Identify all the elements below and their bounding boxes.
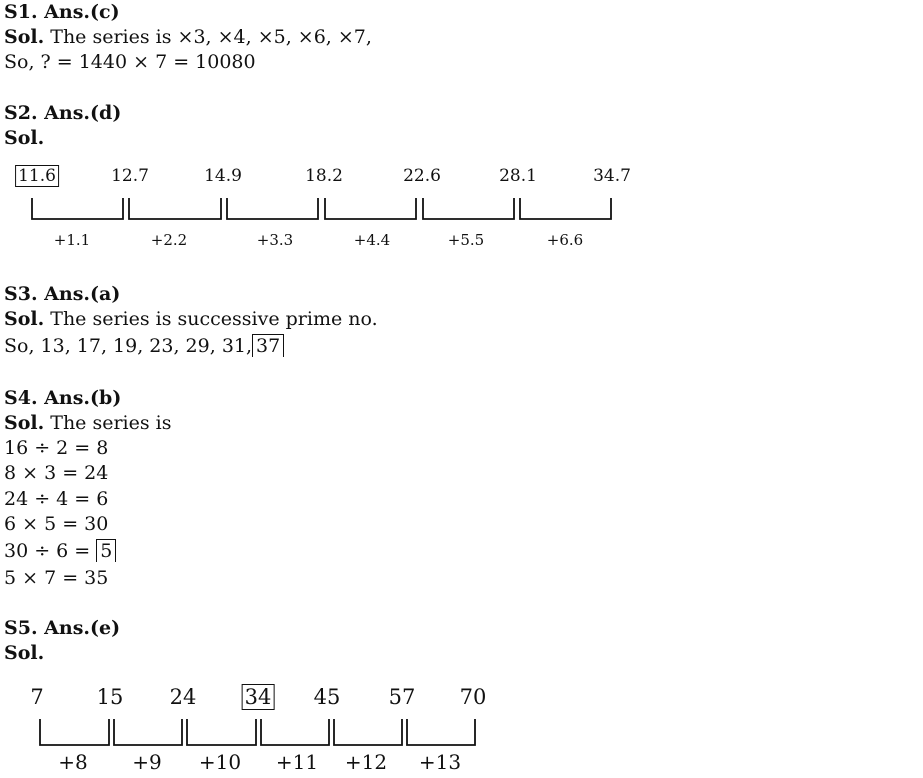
s2-sol-label: Sol. [4, 127, 45, 149]
s2-number: 18.2 [305, 166, 343, 186]
s5-bracket [186, 719, 257, 746]
s2-bracket [324, 198, 417, 220]
s1-sol-label: Sol. [4, 26, 45, 48]
s4-step: 8 × 3 = 24 [4, 462, 109, 484]
s2-bracket [422, 198, 515, 220]
s5-bracket [333, 719, 403, 746]
s4-line5-prefix: 30 ÷ 6 = [4, 540, 91, 562]
s5-number-box: 34 [241, 684, 275, 710]
s1-line2: So, ? = 1440 × 7 = 10080 [4, 51, 256, 73]
s5-difference: +12 [344, 750, 388, 774]
s5-bracket [113, 719, 183, 746]
s2-bracket [226, 198, 319, 220]
s2-difference: +6.6 [546, 231, 584, 249]
s5-number: 7 [30, 685, 44, 709]
s3-answer-box: 37 [252, 334, 285, 357]
s5-difference: +13 [418, 750, 462, 774]
s5-number: 57 [388, 685, 416, 709]
s5-difference: +8 [58, 750, 88, 774]
s2-difference: +2.2 [150, 231, 188, 249]
s5-bracket [406, 719, 476, 746]
s2-bracket [519, 198, 612, 220]
s2-number: 14.9 [204, 166, 242, 186]
s5-number: 15 [96, 685, 124, 709]
s5-sol-label: Sol. [4, 642, 45, 664]
s2-number: 11.6 [15, 165, 59, 187]
s5-heading: S5. Ans.(e) [4, 617, 121, 639]
s2-number: 28.1 [499, 166, 537, 186]
s2-heading: S2. Ans.(d) [4, 102, 122, 124]
s1-sol-text: The series is ×3, ×4, ×5, ×6, ×7, [44, 26, 372, 48]
s1-solution: Sol. The series is ×3, ×4, ×5, ×6, ×7, [4, 25, 372, 49]
s5-number: 34 [241, 684, 275, 710]
s2-number-box: 11.6 [15, 165, 59, 187]
s2-number: 22.6 [403, 166, 441, 186]
s3-line2-prefix: So, 13, 17, 19, 23, 29, 31, [4, 335, 253, 357]
s3-solution: Sol. The series is successive prime no. [4, 307, 378, 331]
s5-bracket [260, 719, 330, 746]
s4-step: 24 ÷ 4 = 6 [4, 488, 109, 510]
s2-difference: +3.3 [256, 231, 294, 249]
s5-number: 24 [169, 685, 197, 709]
s3-sol-text: The series is successive prime no. [44, 308, 378, 330]
s3-heading: S3. Ans.(a) [4, 283, 121, 305]
s4-step: 5 × 7 = 35 [4, 567, 109, 589]
s2-difference: +4.4 [353, 231, 391, 249]
s5-difference: +10 [198, 750, 242, 774]
s4-step: 16 ÷ 2 = 8 [4, 437, 109, 459]
s5-difference: +9 [132, 750, 162, 774]
s5-bracket [39, 719, 110, 746]
s2-bracket [31, 198, 124, 220]
s4-solution: Sol. The series is [4, 411, 171, 435]
s4-sol-text: The series is [44, 412, 172, 434]
s5-difference: +11 [275, 750, 319, 774]
s2-difference: +5.5 [447, 231, 485, 249]
s3-line2: So, 13, 17, 19, 23, 29, 31, 37 [4, 334, 285, 358]
s3-sol-label: Sol. [4, 308, 45, 330]
s1-heading: S1. Ans.(c) [4, 1, 120, 23]
s4-answer-box: 5 [96, 539, 117, 562]
s5-number: 70 [459, 685, 487, 709]
s2-number: 34.7 [593, 166, 631, 186]
s2-number: 12.7 [111, 166, 149, 186]
s2-bracket [128, 198, 222, 220]
s5-number: 45 [313, 685, 341, 709]
s4-sol-label: Sol. [4, 412, 45, 434]
s4-step: 6 × 5 = 30 [4, 513, 109, 535]
s4-step-answer: 30 ÷ 6 = 5 [4, 539, 117, 563]
s2-difference: +1.1 [53, 231, 91, 249]
s4-heading: S4. Ans.(b) [4, 387, 122, 409]
